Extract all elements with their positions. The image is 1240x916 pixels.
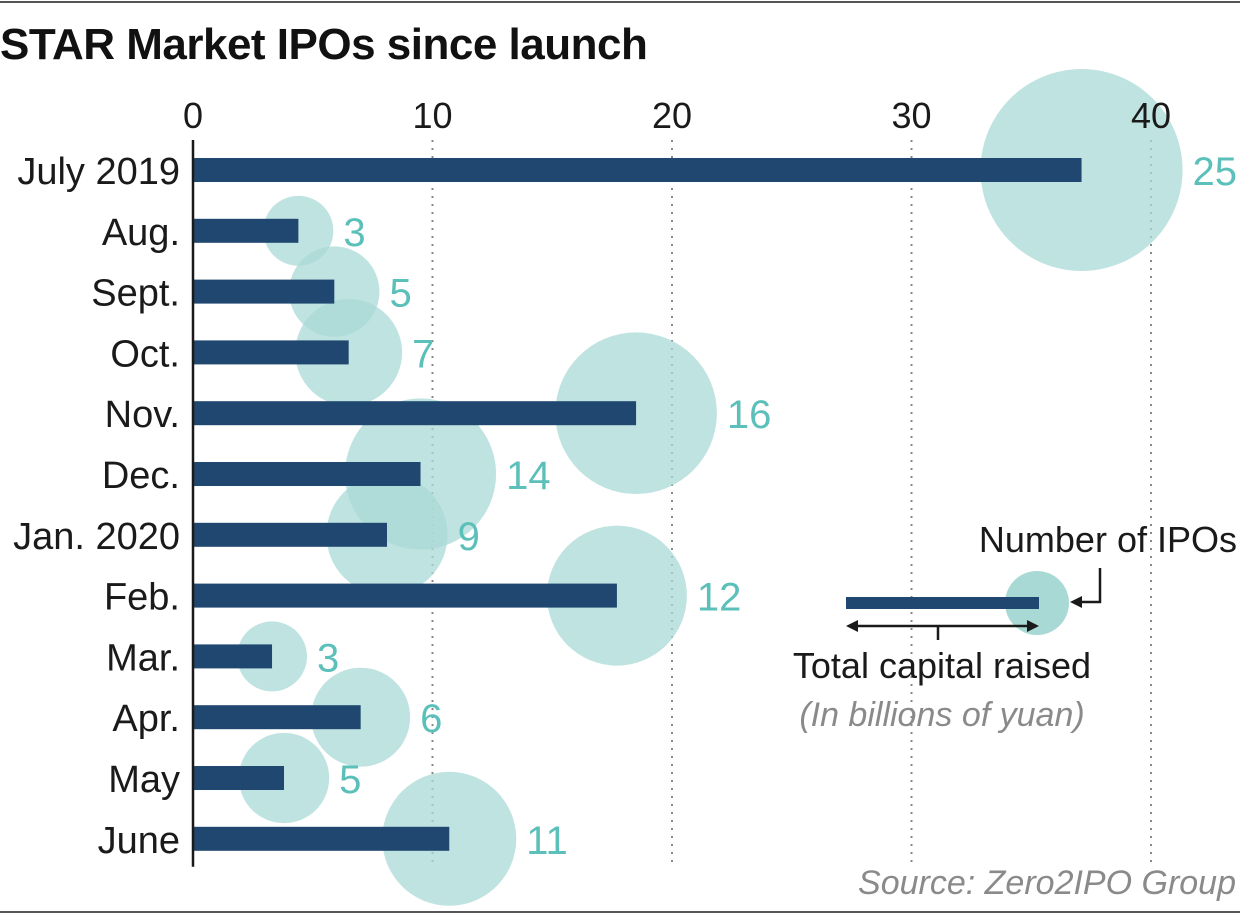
- bottom-rule: [0, 911, 1240, 913]
- category-label: Apr.: [112, 698, 180, 740]
- legend-count-label: Number of IPOs: [979, 519, 1237, 560]
- x-tick-label: 20: [652, 95, 692, 136]
- legend: Number of IPOs Total capital raised (In …: [793, 519, 1237, 734]
- ipo-count-label: 6: [420, 697, 442, 741]
- capital-bar: [193, 766, 285, 790]
- legend-arrow-count-head: [1070, 596, 1082, 608]
- capital-bar: [193, 705, 361, 730]
- chart-title: STAR Market IPOs since launch: [0, 20, 648, 69]
- x-tick-label: 10: [412, 95, 452, 136]
- labels: 0 10 20 30 40 July 2019 25 Aug. 3 Sept. 5 Oct. 7 Nov.…: [13, 95, 1237, 863]
- capital-bar: [193, 279, 335, 304]
- top-rule: [0, 1, 1240, 3]
- x-tick-label: 30: [891, 95, 931, 136]
- category-label: June: [98, 820, 180, 862]
- legend-bar: [846, 597, 1039, 609]
- ipo-count-label: 7: [412, 332, 434, 376]
- ipo-count-bubble: [980, 69, 1183, 271]
- source-note: Source: Zero2IPO Group: [858, 864, 1236, 902]
- ipo-count-label: 3: [343, 211, 365, 255]
- category-label: Feb.: [104, 577, 180, 619]
- capital-bar: [193, 644, 273, 669]
- capital-bar: [193, 158, 1082, 182]
- category-label: Mar.: [106, 637, 180, 679]
- legend-bar-label: Total capital raised: [793, 645, 1091, 686]
- ipo-count-label: 11: [526, 819, 568, 863]
- bars: [193, 158, 1082, 851]
- capital-bar: [193, 462, 421, 486]
- legend-arrow-count: [1078, 568, 1102, 604]
- x-tick-label: 0: [183, 95, 203, 136]
- category-label: Oct.: [110, 333, 180, 375]
- legend-unit-label: (In billions of yuan): [799, 696, 1084, 734]
- legend-span-right-head: [1027, 620, 1039, 632]
- ipo-count-label: 25: [1193, 150, 1238, 194]
- capital-bar: [193, 826, 450, 851]
- capital-bar: [193, 583, 617, 608]
- ipo-count-label: 16: [727, 393, 772, 437]
- capital-bar: [193, 340, 349, 365]
- x-tick-label: 40: [1131, 95, 1171, 136]
- category-label: Dec.: [102, 455, 180, 497]
- ipo-count-label: 3: [317, 636, 339, 680]
- category-label: July 2019: [17, 151, 180, 193]
- ipo-count-label: 9: [458, 515, 480, 559]
- legend-span-left-head: [846, 620, 858, 632]
- category-label: Nov.: [105, 394, 180, 436]
- legend-span-line: [852, 624, 1032, 640]
- grid-lines: [431, 140, 1152, 867]
- ipo-count-label: 5: [389, 272, 411, 316]
- bubbles: [237, 69, 1183, 906]
- capital-bar: [193, 401, 637, 426]
- category-label: Jan. 2020: [13, 516, 180, 558]
- capital-bar: [193, 218, 299, 243]
- category-label: May: [108, 759, 180, 801]
- category-label: Sept.: [91, 273, 180, 315]
- ipo-count-label: 14: [506, 454, 550, 498]
- ipo-count-label: 5: [339, 758, 361, 802]
- category-label: Aug.: [102, 212, 180, 254]
- capital-bar: [193, 522, 387, 547]
- ipo-count-label: 12: [697, 576, 742, 620]
